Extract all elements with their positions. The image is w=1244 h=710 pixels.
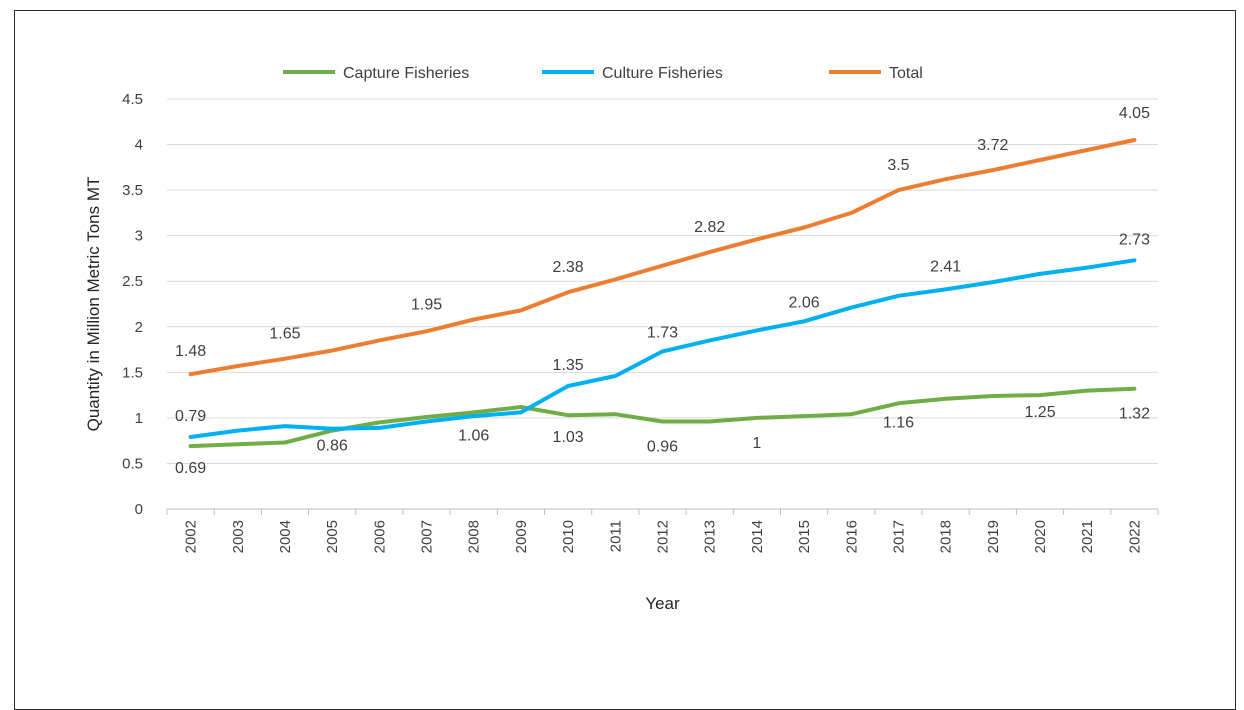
- x-tick-label: 2002: [183, 520, 200, 553]
- x-axis-title: Year: [645, 594, 680, 613]
- y-tick-label: 3.5: [122, 182, 143, 199]
- y-tick-label: 3: [135, 228, 143, 245]
- x-tick-label: 2012: [655, 520, 672, 553]
- x-tick-label: 2010: [560, 520, 577, 553]
- data-label: 3.72: [977, 137, 1008, 154]
- data-label: 4.05: [1119, 105, 1150, 122]
- x-tick-label: 2022: [1126, 520, 1143, 553]
- x-tick-label: 2009: [513, 520, 530, 553]
- data-label: 1.32: [1119, 406, 1150, 423]
- x-tick-label: 2013: [702, 520, 719, 553]
- data-label: 1.48: [175, 343, 206, 360]
- data-label: 3.5: [887, 157, 909, 174]
- y-tick-label: 4: [135, 137, 143, 154]
- x-tick-label: 2008: [466, 520, 483, 553]
- data-label: 1.65: [269, 326, 300, 343]
- y-axis-title: Quantity in Million Metric Tons MT: [84, 177, 103, 432]
- series-line-culture-fisheries: [188, 258, 1137, 439]
- data-label: 2.41: [930, 258, 961, 275]
- data-label: 1.25: [1024, 404, 1055, 421]
- data-label: 1.06: [458, 427, 489, 444]
- x-tick-label: 2005: [324, 520, 341, 553]
- x-tick-label: 2007: [419, 520, 436, 553]
- y-tick-label: 2: [135, 319, 143, 336]
- x-tick-label: 2021: [1079, 520, 1096, 553]
- y-tick-label: 1.5: [122, 364, 143, 381]
- line-chart: 0 0.5 1 1.5 2 2.5 3 3.5 4 4.5 2002 2003 2004 2005 2006…: [84, 65, 1159, 613]
- data-label: 0.69: [175, 460, 206, 477]
- legend-label: Total: [889, 65, 923, 82]
- y-tick-label: 4.5: [122, 91, 143, 108]
- data-label: 2.38: [553, 259, 584, 276]
- x-tick-label: 2015: [796, 520, 813, 553]
- data-label: 2.82: [694, 219, 725, 236]
- data-label: 1.35: [553, 357, 584, 374]
- series-line-total: [188, 138, 1137, 377]
- x-tick-label: 2011: [607, 520, 624, 552]
- y-tick-label: 2.5: [122, 273, 143, 290]
- data-label: 1.03: [553, 429, 584, 446]
- legend-label: Culture Fisheries: [602, 65, 723, 82]
- data-label: 0.86: [317, 438, 348, 455]
- y-tick-label: 1: [135, 410, 143, 427]
- x-tick-label: 2003: [230, 520, 247, 553]
- data-label: 2.06: [789, 294, 820, 311]
- data-label: 1: [752, 435, 761, 452]
- x-tick-label: 2018: [938, 520, 955, 553]
- x-tick-label: 2020: [1032, 520, 1049, 553]
- data-label: 1.95: [411, 296, 442, 313]
- legend-label: Capture Fisheries: [343, 65, 469, 82]
- chart-frame: 0 0.5 1 1.5 2 2.5 3 3.5 4 4.5 2002 2003 2004 2005 2006…: [14, 10, 1236, 710]
- data-label: 1.73: [647, 324, 678, 341]
- x-tick-label: 2006: [371, 520, 388, 553]
- x-tick-label: 2017: [890, 520, 907, 553]
- data-label: 0.79: [175, 408, 206, 425]
- x-tick-label: 2016: [843, 520, 860, 553]
- y-tick-label: 0.5: [122, 455, 143, 472]
- data-label: 2.73: [1119, 231, 1150, 248]
- data-label: 1.16: [883, 414, 914, 431]
- x-tick-label: 2014: [749, 520, 766, 553]
- x-tick-label: 2004: [277, 520, 294, 553]
- data-label: 0.96: [647, 439, 678, 456]
- y-tick-label: 0: [135, 501, 143, 518]
- x-tick-label: 2019: [985, 520, 1002, 553]
